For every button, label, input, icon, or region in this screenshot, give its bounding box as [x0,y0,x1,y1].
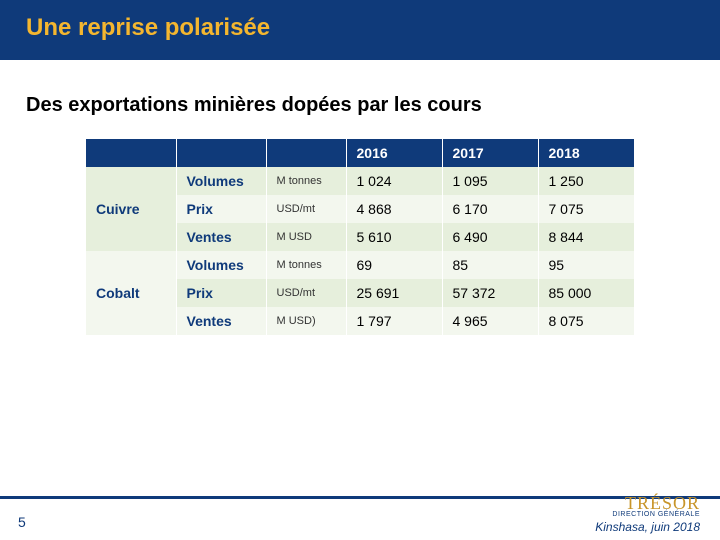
value-cell: 25 691 [346,279,442,307]
unit-cell: USD/mt [266,195,346,223]
value-cell: 1 095 [442,167,538,195]
unit-cell: USD/mt [266,279,346,307]
subtitle: Des exportations minières dopées par les… [26,94,694,117]
metric-cell: Prix [176,195,266,223]
metric-cell: Ventes [176,223,266,251]
unit-cell: M USD [266,223,346,251]
metric-cell: Ventes [176,307,266,335]
exports-table: 2016 2017 2018 Cuivre Volumes M tonnes 1… [86,139,634,335]
value-cell: 8 075 [538,307,634,335]
header-blank-3 [266,139,346,167]
value-cell: 85 000 [538,279,634,307]
value-cell: 95 [538,251,634,279]
table-row: Cuivre Volumes M tonnes 1 024 1 095 1 25… [86,167,634,195]
value-cell: 85 [442,251,538,279]
header-year-2: 2018 [538,139,634,167]
value-cell: 6 170 [442,195,538,223]
table-wrap: 2016 2017 2018 Cuivre Volumes M tonnes 1… [86,139,694,335]
footer-text: Kinshasa, juin 2018 [595,520,700,534]
header-blank-1 [86,139,176,167]
unit-cell: M tonnes [266,251,346,279]
value-cell: 1 797 [346,307,442,335]
footer-right: TRÉSOR DIRECTION GÉNÉRALE Kinshasa, juin… [595,494,700,534]
material-cell: Cobalt [86,251,176,335]
value-cell: 1 024 [346,167,442,195]
content-area: Des exportations minières dopées par les… [0,60,720,335]
header-year-0: 2016 [346,139,442,167]
material-cell: Cuivre [86,167,176,251]
slide-title: Une reprise polarisée [26,14,720,42]
header-band: Une reprise polarisée [0,0,720,60]
brand-logo: TRÉSOR [595,494,700,512]
value-cell: 69 [346,251,442,279]
value-cell: 7 075 [538,195,634,223]
footer: 5 TRÉSOR DIRECTION GÉNÉRALE Kinshasa, ju… [0,496,720,540]
unit-cell: M tonnes [266,167,346,195]
table-row: Cobalt Volumes M tonnes 69 85 95 [86,251,634,279]
table-header-row: 2016 2017 2018 [86,139,634,167]
metric-cell: Volumes [176,251,266,279]
unit-cell: M USD) [266,307,346,335]
value-cell: 4 868 [346,195,442,223]
value-cell: 4 965 [442,307,538,335]
value-cell: 57 372 [442,279,538,307]
value-cell: 6 490 [442,223,538,251]
value-cell: 1 250 [538,167,634,195]
header-blank-2 [176,139,266,167]
value-cell: 5 610 [346,223,442,251]
metric-cell: Prix [176,279,266,307]
brand-subtitle: DIRECTION GÉNÉRALE [595,511,700,518]
value-cell: 8 844 [538,223,634,251]
metric-cell: Volumes [176,167,266,195]
page-number: 5 [18,514,26,530]
header-year-1: 2017 [442,139,538,167]
